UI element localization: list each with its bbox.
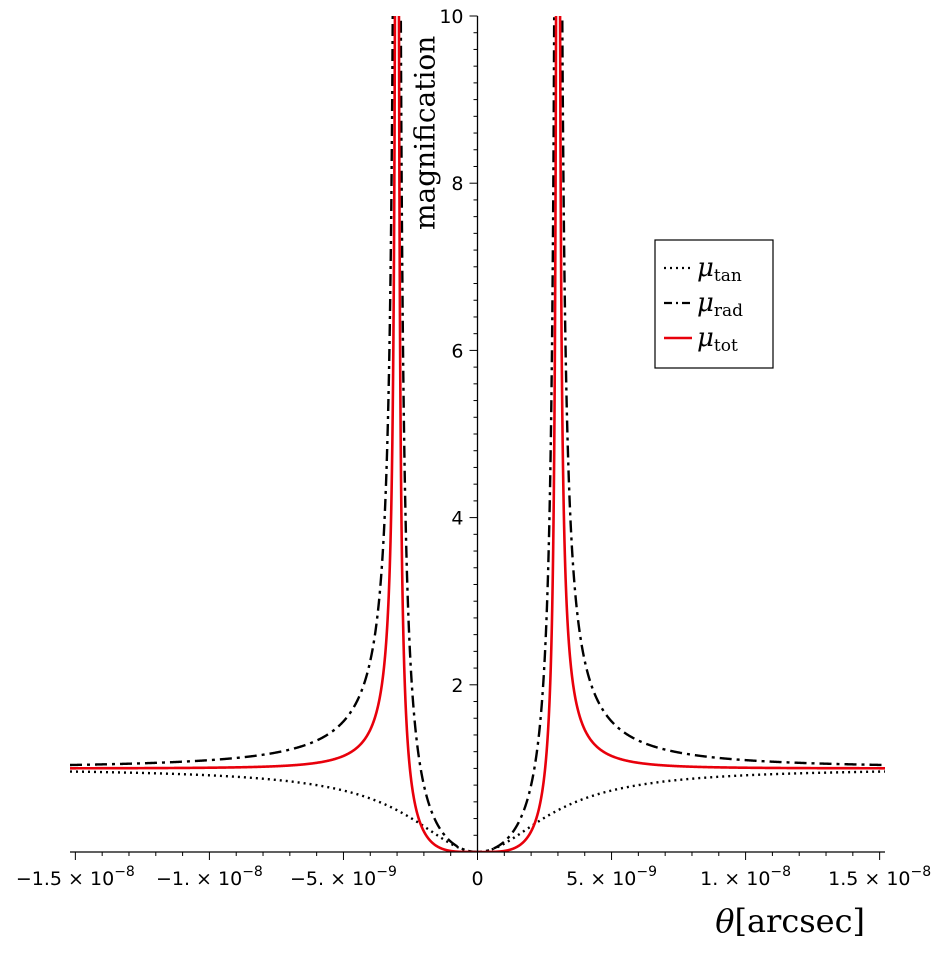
x-tick-mantissa: 1. × 10	[700, 868, 770, 890]
x-tick-mantissa: −1.5 × 10	[16, 868, 114, 890]
x-tick-mantissa: 1.5 × 10	[828, 868, 910, 890]
legend-label-rad: μrad	[697, 288, 743, 321]
x-axis-unit: [arcsec]	[734, 902, 865, 940]
series-line-rad	[70, 16, 885, 852]
x-tick-label: −5. × 10−9	[290, 864, 397, 890]
x-axis-ticks: −1.5 × 10−8 −1. × 10−8 −5. × 10−9 0 5. × 10−…	[16, 852, 931, 890]
y-tick-label: 4	[451, 508, 463, 530]
x-tick-power: −9	[376, 864, 397, 880]
y-axis-ticks: 2 4 6 8 10	[439, 6, 478, 836]
x-tick-label: 5. × 10−9	[566, 864, 657, 890]
x-axis-symbol: θ	[715, 902, 734, 940]
y-tick-label: 8	[451, 173, 463, 195]
x-tick-label: 1. × 10−8	[700, 864, 791, 890]
x-tick-mantissa: −5. × 10	[290, 868, 376, 890]
legend-label-tan: μtan	[697, 253, 742, 286]
series-line-tot	[70, 16, 885, 852]
x-tick-label: 1.5 × 10−8	[828, 864, 931, 890]
x-tick-label: −1.5 × 10−8	[16, 864, 135, 890]
y-axis-label: magnification	[409, 36, 442, 230]
legend-box	[654, 239, 774, 369]
y-tick-label: 2	[451, 675, 463, 697]
y-tick-label: 6	[451, 340, 463, 362]
x-tick-power: −8	[911, 864, 932, 880]
x-tick-label: −1. × 10−8	[156, 864, 263, 890]
x-tick-mantissa: −1. × 10	[156, 868, 242, 890]
x-axis-label: θ[arcsec]	[715, 902, 865, 940]
series-curves	[70, 16, 885, 852]
x-tick-label: 0	[471, 868, 483, 890]
x-tick-power: −8	[114, 864, 135, 880]
x-tick-power: −9	[636, 864, 657, 880]
x-tick-power: −8	[770, 864, 791, 880]
y-tick-label: 10	[439, 6, 463, 28]
x-tick-mantissa: 5. × 10	[566, 868, 636, 890]
x-tick-power: −8	[242, 864, 263, 880]
legend-label-tot: μtot	[697, 323, 738, 356]
